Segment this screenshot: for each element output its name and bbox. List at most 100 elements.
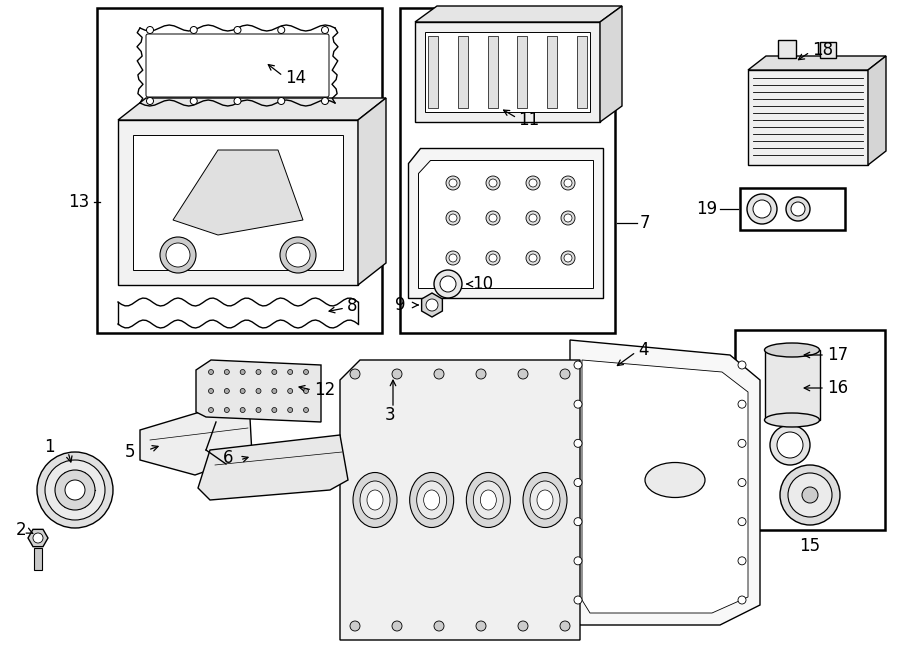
Bar xyxy=(765,350,820,420)
Bar xyxy=(34,548,42,570)
Circle shape xyxy=(738,557,746,565)
Polygon shape xyxy=(340,360,580,640)
Circle shape xyxy=(190,98,197,104)
Circle shape xyxy=(561,176,575,190)
Circle shape xyxy=(286,243,310,267)
Circle shape xyxy=(434,369,444,379)
Circle shape xyxy=(526,211,540,225)
Text: 7: 7 xyxy=(640,214,651,232)
Circle shape xyxy=(564,214,572,222)
Circle shape xyxy=(392,369,402,379)
Text: 4: 4 xyxy=(638,341,649,359)
Circle shape xyxy=(272,389,277,393)
Circle shape xyxy=(560,621,570,631)
Circle shape xyxy=(518,369,528,379)
Circle shape xyxy=(486,251,500,265)
Circle shape xyxy=(786,197,810,221)
Bar xyxy=(133,135,343,270)
Bar xyxy=(415,22,600,122)
Circle shape xyxy=(160,237,196,273)
Bar xyxy=(118,120,358,285)
Ellipse shape xyxy=(523,473,567,527)
Circle shape xyxy=(738,596,746,604)
Circle shape xyxy=(561,251,575,265)
Ellipse shape xyxy=(424,490,440,510)
Bar xyxy=(428,36,438,108)
Circle shape xyxy=(321,98,328,104)
Polygon shape xyxy=(868,56,886,165)
Circle shape xyxy=(476,621,486,631)
Circle shape xyxy=(147,98,154,104)
Bar xyxy=(577,36,587,108)
Circle shape xyxy=(561,211,575,225)
Bar xyxy=(400,8,615,333)
Circle shape xyxy=(738,440,746,447)
Ellipse shape xyxy=(473,481,503,519)
Ellipse shape xyxy=(466,473,510,527)
Circle shape xyxy=(449,179,457,187)
Circle shape xyxy=(350,621,360,631)
Circle shape xyxy=(33,533,43,543)
Circle shape xyxy=(434,621,444,631)
Circle shape xyxy=(224,407,230,412)
Circle shape xyxy=(65,480,85,500)
Bar xyxy=(748,70,868,165)
Circle shape xyxy=(486,176,500,190)
Text: 13: 13 xyxy=(68,193,89,211)
Ellipse shape xyxy=(481,490,496,510)
Circle shape xyxy=(529,254,537,262)
Circle shape xyxy=(209,407,213,412)
Circle shape xyxy=(55,470,95,510)
Circle shape xyxy=(489,214,497,222)
Circle shape xyxy=(209,389,213,393)
Polygon shape xyxy=(358,98,386,285)
Text: 17: 17 xyxy=(827,346,848,364)
Circle shape xyxy=(224,369,230,375)
Circle shape xyxy=(234,26,241,34)
Polygon shape xyxy=(28,529,48,547)
Circle shape xyxy=(240,369,245,375)
Circle shape xyxy=(224,389,230,393)
Circle shape xyxy=(288,389,292,393)
Circle shape xyxy=(574,557,582,565)
Circle shape xyxy=(738,518,746,525)
Circle shape xyxy=(770,425,810,465)
Ellipse shape xyxy=(367,490,383,510)
Circle shape xyxy=(574,400,582,408)
Circle shape xyxy=(147,26,154,34)
Circle shape xyxy=(476,369,486,379)
Bar xyxy=(820,42,836,58)
Text: 3: 3 xyxy=(385,406,396,424)
Circle shape xyxy=(209,369,213,375)
Circle shape xyxy=(574,596,582,604)
Polygon shape xyxy=(421,293,443,317)
Polygon shape xyxy=(418,160,593,288)
Polygon shape xyxy=(198,435,348,500)
Text: 10: 10 xyxy=(472,275,493,293)
Circle shape xyxy=(166,243,190,267)
Ellipse shape xyxy=(530,481,560,519)
Text: 9: 9 xyxy=(394,296,405,314)
Circle shape xyxy=(560,369,570,379)
Polygon shape xyxy=(173,150,303,235)
Circle shape xyxy=(426,299,438,311)
Circle shape xyxy=(489,179,497,187)
Circle shape xyxy=(303,407,309,412)
Circle shape xyxy=(802,487,818,503)
Polygon shape xyxy=(408,148,603,298)
Circle shape xyxy=(780,465,840,525)
Circle shape xyxy=(564,179,572,187)
Circle shape xyxy=(350,369,360,379)
Circle shape xyxy=(738,400,746,408)
Circle shape xyxy=(446,211,460,225)
Text: 1: 1 xyxy=(44,438,55,456)
Bar xyxy=(518,36,527,108)
Polygon shape xyxy=(415,6,622,22)
Circle shape xyxy=(777,432,803,458)
Ellipse shape xyxy=(764,413,820,427)
Circle shape xyxy=(278,26,284,34)
Ellipse shape xyxy=(353,473,397,527)
Ellipse shape xyxy=(417,481,446,519)
Circle shape xyxy=(278,98,284,104)
Circle shape xyxy=(526,251,540,265)
